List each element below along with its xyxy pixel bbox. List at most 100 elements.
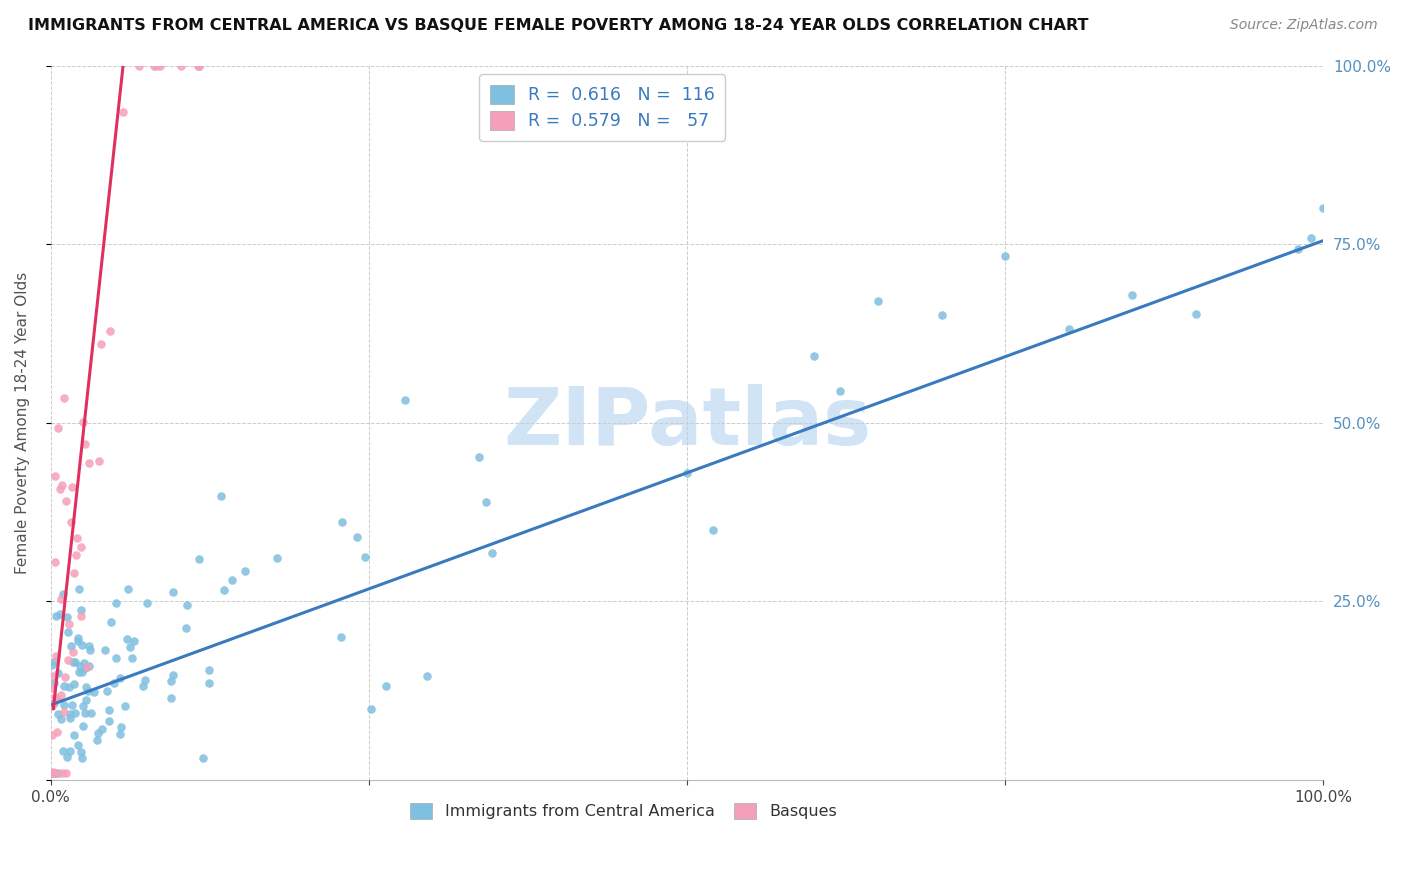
Point <box>72 416 94 430</box>
Point <box>42 765 65 780</box>
Point <box>56 625 79 640</box>
Point <box>41 765 63 780</box>
Point <box>75 693 97 707</box>
Point <box>59 639 82 653</box>
Point <box>53 679 76 693</box>
Point <box>53 670 76 684</box>
Point <box>197 663 219 677</box>
Point <box>59 743 82 757</box>
Point <box>481 546 503 560</box>
Point <box>108 727 131 741</box>
Point <box>63 728 86 742</box>
Point <box>83 684 105 698</box>
Point <box>59 516 82 530</box>
Point <box>73 656 96 670</box>
Point <box>94 643 117 657</box>
Point <box>416 669 439 683</box>
Point <box>72 719 94 733</box>
Point <box>41 699 63 714</box>
Point <box>51 744 73 758</box>
Point <box>63 655 86 669</box>
Point <box>44 654 66 668</box>
Point <box>46 765 69 780</box>
Point <box>60 480 83 494</box>
Point <box>59 711 82 725</box>
Point <box>44 765 66 780</box>
Point <box>149 59 172 73</box>
Point <box>117 582 139 597</box>
Point <box>41 727 63 741</box>
Point <box>70 609 93 624</box>
Point <box>44 765 66 780</box>
Point <box>1185 308 1208 322</box>
Point <box>62 645 84 659</box>
Y-axis label: Female Poverty Among 18-24 Year Olds: Female Poverty Among 18-24 Year Olds <box>15 272 30 574</box>
Point <box>41 765 63 780</box>
Point <box>53 698 76 713</box>
Point <box>103 676 125 690</box>
Point <box>44 676 66 690</box>
Point <box>118 640 141 654</box>
Point <box>676 466 699 480</box>
Point <box>360 701 382 715</box>
Point <box>170 59 193 73</box>
Point <box>70 541 93 555</box>
Point <box>162 585 184 599</box>
Point <box>176 598 198 612</box>
Point <box>44 555 66 569</box>
Point <box>46 706 69 721</box>
Point <box>108 671 131 685</box>
Point <box>69 658 91 673</box>
Point <box>80 706 103 720</box>
Point <box>75 680 97 694</box>
Point <box>1121 287 1143 301</box>
Point <box>193 751 215 765</box>
Point <box>58 681 80 695</box>
Point <box>42 765 65 780</box>
Point <box>49 688 72 702</box>
Point <box>1057 321 1080 335</box>
Point <box>187 59 209 73</box>
Point <box>187 59 209 73</box>
Point <box>187 552 209 566</box>
Point <box>354 550 377 565</box>
Point <box>112 105 135 120</box>
Point <box>49 712 72 726</box>
Point <box>62 566 84 580</box>
Point <box>67 665 90 679</box>
Point <box>44 690 66 704</box>
Point <box>122 634 145 648</box>
Point <box>212 582 235 597</box>
Point <box>330 515 353 529</box>
Point <box>56 749 79 764</box>
Point <box>42 765 65 780</box>
Point <box>375 679 398 693</box>
Point <box>41 681 63 695</box>
Point <box>91 722 114 736</box>
Point <box>46 724 69 739</box>
Point <box>55 765 77 780</box>
Point <box>45 648 67 663</box>
Point <box>994 249 1017 263</box>
Point <box>41 658 63 673</box>
Point <box>221 573 243 587</box>
Point <box>174 621 197 635</box>
Point <box>41 669 63 683</box>
Point <box>42 765 65 780</box>
Point <box>52 705 75 719</box>
Point <box>86 725 108 739</box>
Point <box>42 696 65 710</box>
Point <box>187 59 209 73</box>
Point <box>55 609 77 624</box>
Point <box>100 615 122 630</box>
Point <box>46 665 69 680</box>
Point <box>45 608 67 623</box>
Point <box>67 738 90 752</box>
Point <box>828 384 851 398</box>
Point <box>49 482 72 496</box>
Point <box>76 660 98 674</box>
Point <box>41 765 63 780</box>
Point <box>209 489 232 503</box>
Point <box>75 436 97 450</box>
Point <box>70 602 93 616</box>
